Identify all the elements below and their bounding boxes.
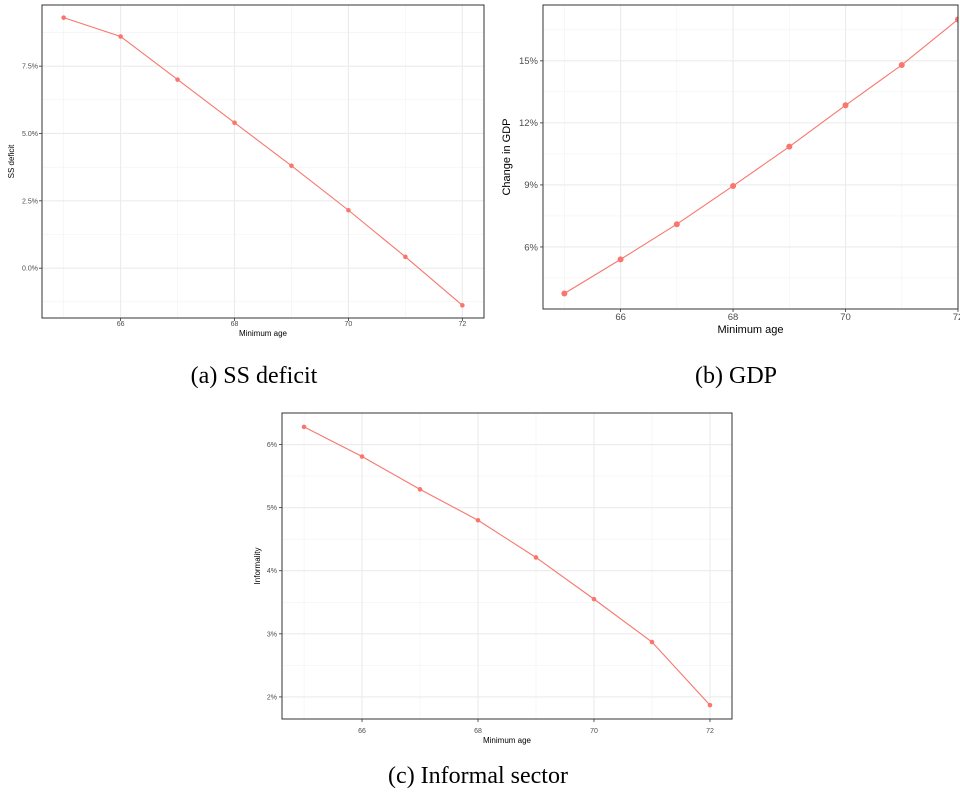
y-axis-title: Change in GDP (501, 118, 513, 195)
x-tick-label: 66 (615, 312, 626, 323)
plot-background (42, 5, 484, 318)
chart-panel-a: 66 68 70 72 0.0% 2.5% 5.0% 7.5% Minimum age SS de… (7, 4, 485, 389)
x-axis-title: Minimum age (483, 736, 532, 745)
x-tick-label: 72 (706, 728, 714, 735)
figure-caption: (a) SS deficit (191, 363, 318, 389)
plot-background (543, 5, 958, 309)
y-tick-label: 0.0% (22, 266, 38, 273)
data-point (730, 182, 737, 189)
y-tick-label: 7.5% (22, 64, 38, 71)
data-point (617, 256, 624, 263)
series-group (561, 16, 958, 297)
panel-border (542, 4, 959, 310)
series-group (61, 15, 465, 308)
x-tick-label: 68 (474, 728, 482, 735)
series-line (63, 17, 463, 306)
x-tick-label: 68 (728, 312, 739, 323)
y-tick-label: 4% (267, 568, 277, 575)
x-tick-label: 70 (840, 312, 851, 323)
data-point (346, 207, 351, 213)
x-tick-label: 70 (590, 728, 598, 735)
data-point (359, 454, 365, 459)
series-line (303, 426, 711, 706)
x-tick-label: 72 (458, 321, 466, 328)
y-tick-label: 15% (519, 56, 539, 67)
data-point (175, 77, 180, 82)
data-point (289, 163, 294, 169)
grid-lines (42, 5, 484, 318)
data-point (649, 639, 655, 645)
grid-lines (282, 413, 732, 719)
y-tick-label: 2% (267, 694, 277, 701)
data-point (403, 254, 408, 260)
y-tick-label: 2.5% (22, 198, 38, 205)
y-tick-label: 5.0% (22, 131, 38, 138)
y-tick-label: 12% (519, 118, 539, 129)
data-point (561, 290, 568, 297)
figure-caption: (b) GDP (695, 363, 777, 389)
x-tick-label: 70 (345, 321, 353, 328)
y-tick-label: 3% (267, 631, 277, 638)
data-point (232, 120, 237, 126)
data-point (301, 424, 307, 430)
x-tick-label: 68 (231, 321, 239, 328)
data-point (591, 596, 597, 602)
y-tick-label: 5% (267, 505, 277, 512)
panel-border (281, 412, 733, 720)
y-axis-title: Informality (253, 548, 262, 585)
data-point (460, 303, 465, 308)
y-tick-label: 9% (524, 180, 538, 191)
data-point (475, 517, 481, 523)
series-line (564, 19, 958, 294)
figure-caption: (c) Informal sector (388, 763, 568, 789)
chart-panel-c: 66 68 70 72 2% 3% 4% 5% 6% Minimum age Informality… (253, 412, 733, 789)
x-tick-label: 72 (953, 312, 960, 323)
data-point (955, 16, 958, 23)
data-point (786, 143, 793, 150)
chart-panel-b: 66 68 70 72 6% 9% 12% 15% Minimum age Change in G… (501, 4, 960, 389)
y-tick-label: 6% (524, 242, 538, 253)
data-point (673, 221, 680, 228)
x-axis-title: Minimum age (717, 324, 783, 336)
x-axis-title: Minimum age (239, 329, 288, 338)
x-tick-label: 66 (117, 321, 125, 328)
panel-border (41, 4, 485, 319)
data-point (898, 61, 905, 68)
data-point (61, 15, 66, 20)
data-point (417, 487, 423, 492)
data-point (842, 102, 849, 109)
series-group (301, 424, 713, 708)
y-tick-label: 6% (267, 442, 277, 449)
data-point (707, 702, 713, 708)
data-point (118, 34, 123, 39)
y-axis-title: SS deficit (7, 144, 16, 179)
x-tick-label: 66 (358, 728, 366, 735)
plot-background (282, 413, 732, 719)
data-point (533, 555, 539, 560)
